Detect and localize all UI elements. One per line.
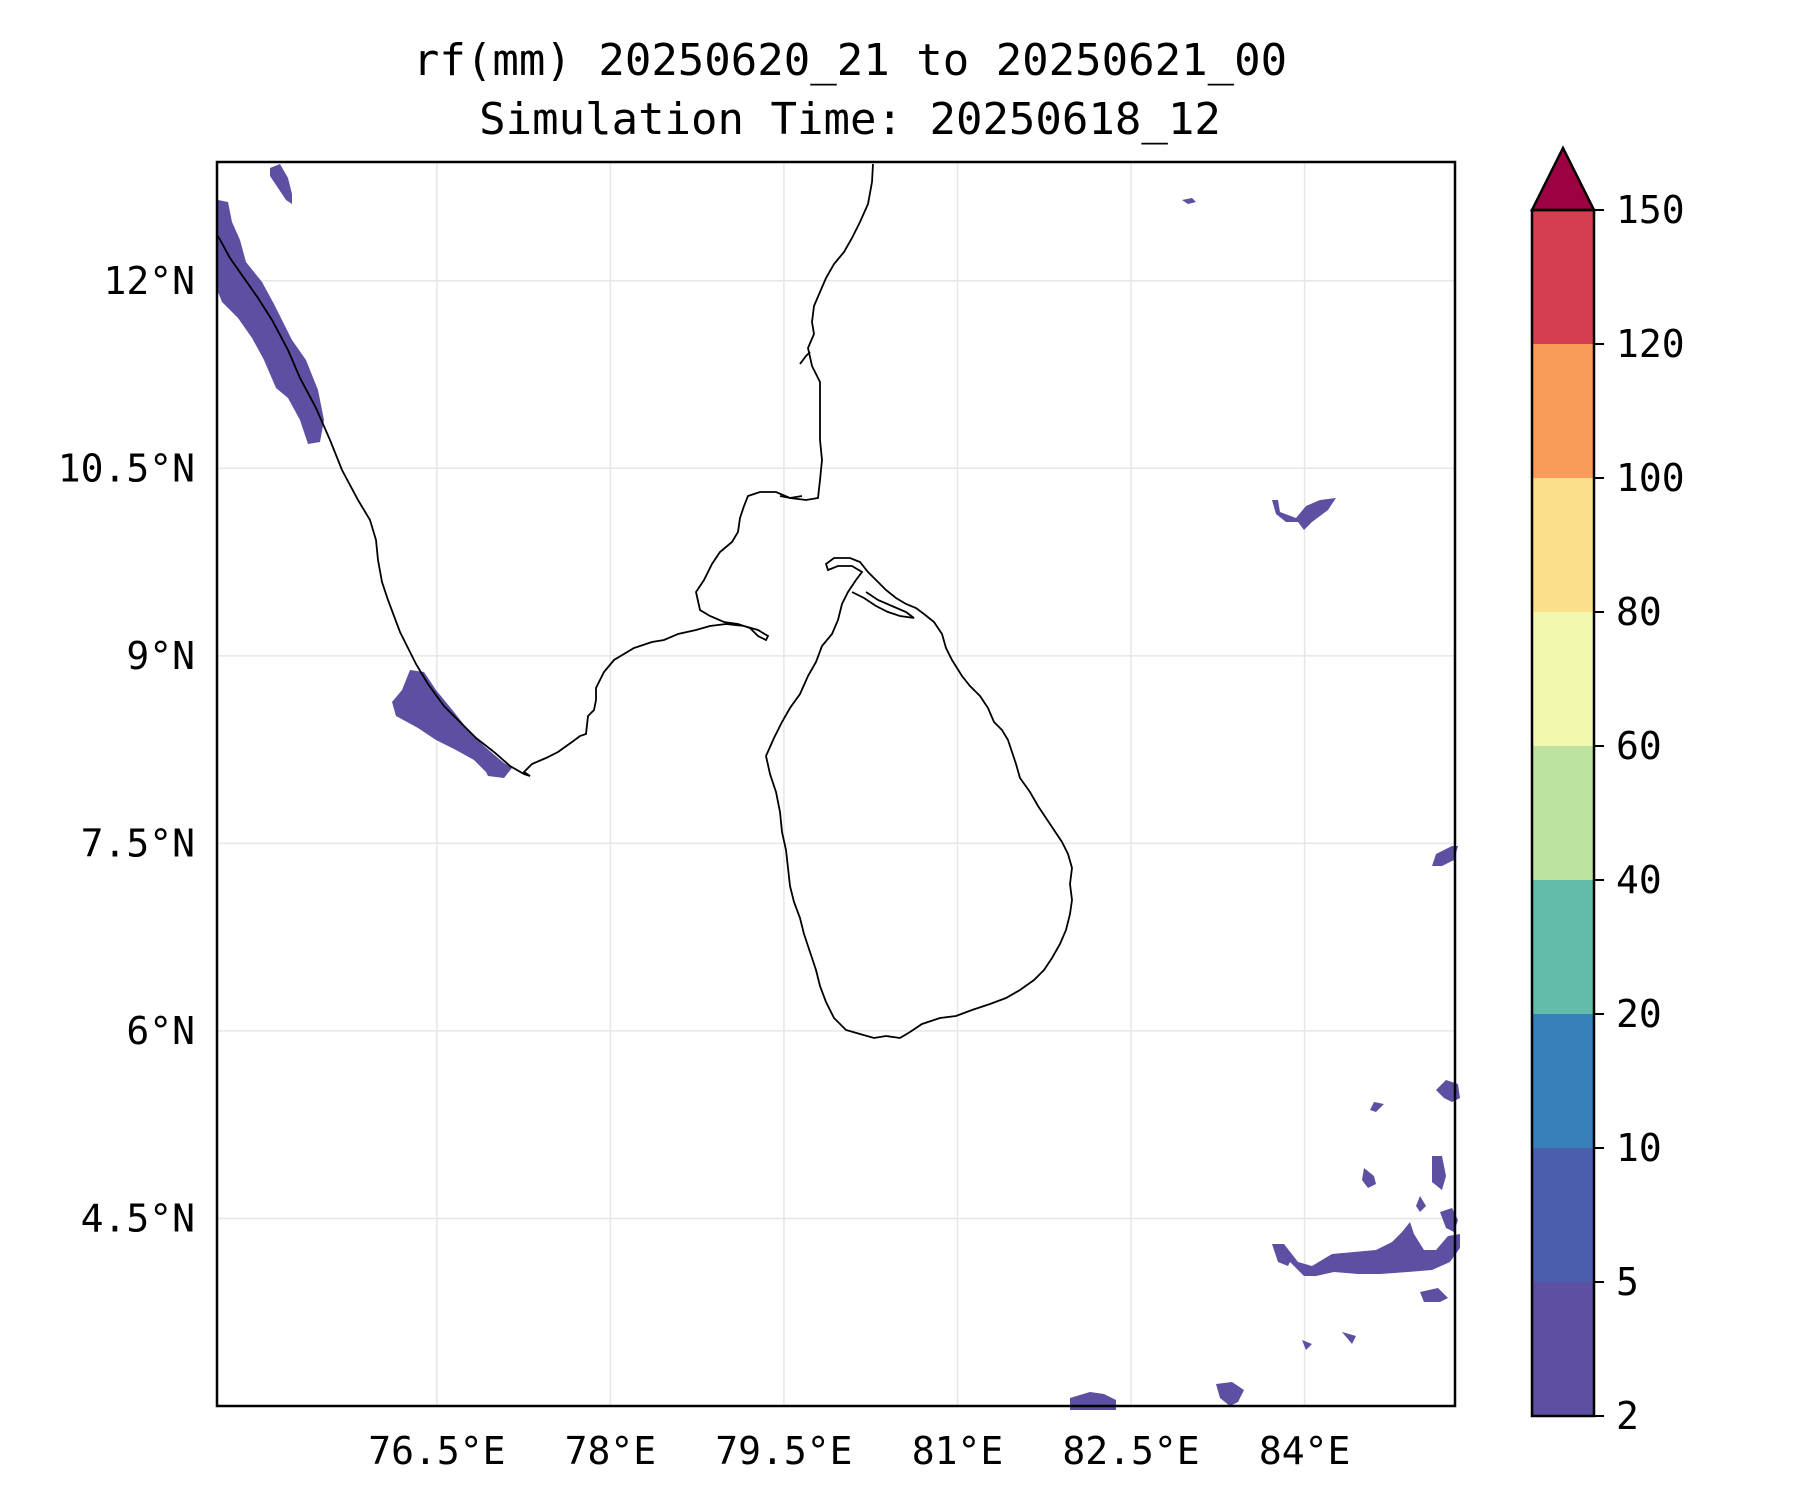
coastline-jaffna-lagoon bbox=[851, 591, 915, 619]
colorbar-segment bbox=[1532, 478, 1594, 612]
coastlines bbox=[217, 163, 1073, 1039]
lat-tick-label: 7.5°N bbox=[81, 821, 195, 865]
colorbar-segment bbox=[1532, 1282, 1594, 1416]
map-title-line1: rf(mm) 20250620_21 to 20250621_00 bbox=[413, 35, 1287, 86]
rain-patch-north-tip bbox=[270, 164, 292, 204]
rain-patch-india-west-coast bbox=[218, 200, 324, 444]
colorbar-segment bbox=[1532, 1014, 1594, 1148]
axis-ticks: 76.5°E 78°E 79.5°E 81°E 82.5°E 84°E 12°N 10.5°N… bbox=[58, 259, 1351, 1473]
rain-patch-south-east-4 bbox=[1432, 1156, 1446, 1190]
lon-tick-label: 81°E bbox=[912, 1429, 1004, 1473]
colorbar-segment bbox=[1532, 1148, 1594, 1282]
rain-patch-south-east-1 bbox=[1436, 1080, 1460, 1102]
rain-patch-east-1 bbox=[1272, 498, 1336, 530]
colorbar-segment bbox=[1532, 210, 1594, 344]
lat-tick-label: 12°N bbox=[103, 259, 195, 303]
rain-patch-south-east-3 bbox=[1362, 1168, 1376, 1188]
coastline-india-west bbox=[217, 235, 531, 777]
lon-tick-label: 76.5°E bbox=[368, 1429, 505, 1473]
colorbar-segment bbox=[1532, 344, 1594, 478]
rain-patch-band bbox=[1276, 1222, 1460, 1276]
lon-tick-label: 82.5°E bbox=[1062, 1429, 1199, 1473]
colorbar-extend-triangle bbox=[1529, 145, 1597, 212]
colorbar-tick-label: 100 bbox=[1616, 456, 1685, 500]
coastline-delta bbox=[799, 351, 811, 365]
rain-patch-bottom-1 bbox=[1070, 1392, 1116, 1410]
rain-patch-far-south-3 bbox=[1342, 1332, 1356, 1344]
rain-patch-band-west bbox=[1272, 1244, 1292, 1266]
lat-tick-label: 9°N bbox=[126, 634, 195, 678]
lon-tick-label: 84°E bbox=[1259, 1429, 1351, 1473]
colorbar-segment bbox=[1532, 746, 1594, 880]
coastline-pamban bbox=[779, 495, 803, 499]
colorbar-tick-label: 20 bbox=[1616, 992, 1662, 1036]
colorbar-tick-label: 2 bbox=[1616, 1394, 1639, 1438]
rain-patch-south-east-6 bbox=[1440, 1208, 1458, 1232]
lon-tick-label: 79.5°E bbox=[715, 1429, 852, 1473]
coastline-india-east bbox=[522, 163, 874, 777]
rain-patch-south-east-2 bbox=[1370, 1102, 1384, 1112]
rainfall-areas bbox=[218, 164, 1460, 1410]
rain-patch-small-north-east bbox=[1182, 198, 1196, 204]
rain-patch-bottom-2 bbox=[1216, 1382, 1244, 1406]
rain-patch-kerala-south bbox=[392, 670, 510, 776]
map-frame bbox=[215, 160, 1457, 1408]
map-panel: 76.5°E 78°E 79.5°E 81°E 82.5°E 84°E 12°N 10.5°N… bbox=[58, 160, 1460, 1473]
lat-tick-label: 4.5°N bbox=[81, 1196, 195, 1240]
colorbar-segment bbox=[1532, 880, 1594, 1014]
gridlines bbox=[217, 162, 1455, 1406]
rain-patch-far-south-2 bbox=[1302, 1340, 1312, 1350]
rain-patch-east-3 bbox=[1432, 846, 1458, 866]
colorbar-tick-label: 10 bbox=[1616, 1126, 1662, 1170]
colorbar: 2 5 10 20 40 60 80 100 120 150 bbox=[1529, 145, 1685, 1438]
coastline-sri-lanka bbox=[765, 557, 1073, 1039]
rain-patch-south-tip bbox=[480, 758, 512, 778]
colorbar-segment bbox=[1532, 612, 1594, 746]
colorbar-tick-label: 80 bbox=[1616, 590, 1662, 634]
colorbar-tick-label: 120 bbox=[1616, 322, 1685, 366]
lat-tick-label: 10.5°N bbox=[58, 446, 195, 490]
colorbar-tick-label: 150 bbox=[1616, 188, 1685, 232]
rain-patch-south-east-5 bbox=[1416, 1196, 1426, 1212]
map-title-line2: Simulation Time: 20250618_12 bbox=[479, 94, 1221, 145]
lat-tick-label: 6°N bbox=[126, 1009, 195, 1053]
colorbar-frame bbox=[1530, 208, 1596, 1418]
lon-tick-label: 78°E bbox=[565, 1429, 657, 1473]
rain-patch-far-south-1 bbox=[1420, 1288, 1448, 1302]
colorbar-tick-label: 40 bbox=[1616, 858, 1662, 902]
colorbar-tick-label: 5 bbox=[1616, 1260, 1639, 1304]
colorbar-tick-label: 60 bbox=[1616, 724, 1662, 768]
